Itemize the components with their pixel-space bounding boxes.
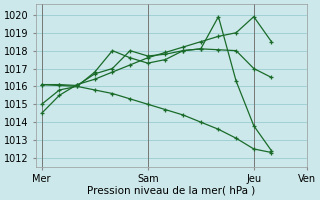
X-axis label: Pression niveau de la mer( hPa ): Pression niveau de la mer( hPa ) <box>87 186 256 196</box>
